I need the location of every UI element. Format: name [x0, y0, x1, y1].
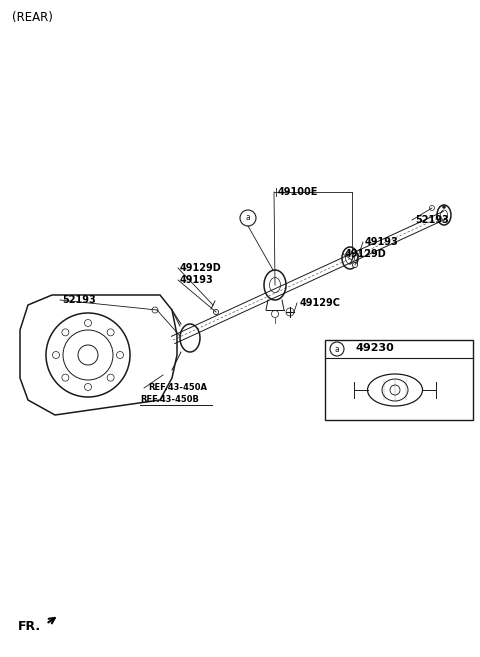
Text: 49129C: 49129C: [300, 298, 341, 308]
Text: 52193: 52193: [415, 215, 449, 225]
Text: 49129D: 49129D: [345, 249, 387, 259]
Text: 49193: 49193: [180, 275, 214, 285]
Text: FR.: FR.: [18, 620, 41, 633]
Text: (REAR): (REAR): [12, 12, 53, 24]
Circle shape: [352, 263, 358, 267]
Text: a: a: [335, 344, 339, 353]
Circle shape: [214, 309, 218, 315]
Text: a: a: [246, 214, 251, 223]
Text: REF.43-450A: REF.43-450A: [148, 384, 207, 392]
Text: REF.43-450B: REF.43-450B: [140, 396, 199, 405]
Text: 49129D: 49129D: [180, 263, 222, 273]
Text: 49230: 49230: [355, 343, 394, 353]
Text: 52193: 52193: [62, 295, 96, 305]
Text: 49193: 49193: [365, 237, 399, 247]
Bar: [325, 340, 473, 420]
Circle shape: [443, 206, 445, 208]
Text: 49100E: 49100E: [278, 187, 318, 197]
